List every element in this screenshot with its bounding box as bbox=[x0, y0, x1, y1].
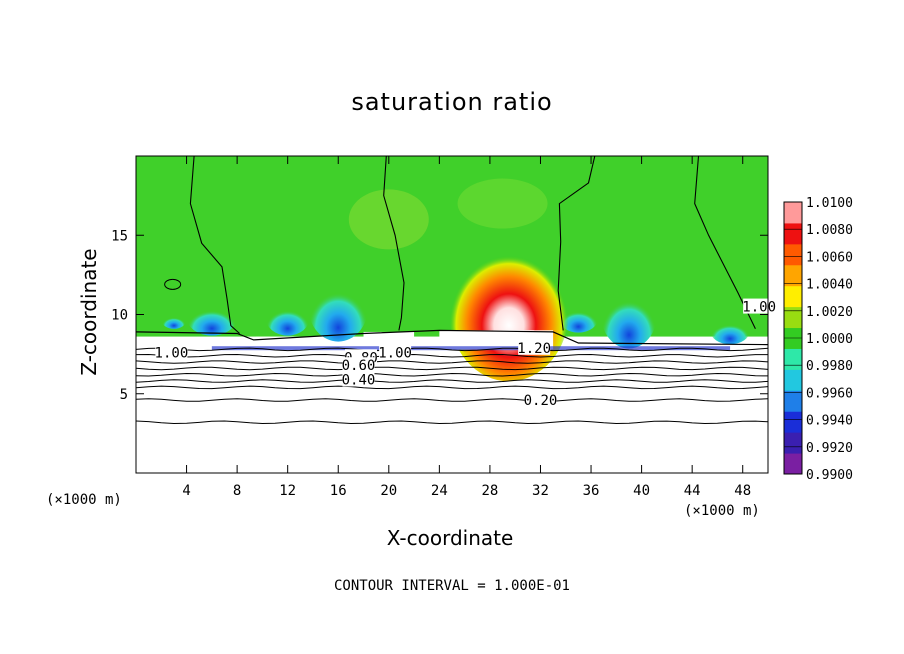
field-subsaturated-patch bbox=[161, 312, 186, 329]
colorbar-label: 1.0060 bbox=[806, 250, 853, 265]
colorbar: 1.0100 1.0080 1.0060 1.0040 1.0020 1.0000 0.99… bbox=[783, 196, 853, 483]
colorbar-segment bbox=[784, 222, 802, 245]
x-tick-label: 48 bbox=[734, 483, 751, 499]
contour-lines bbox=[135, 155, 769, 425]
contour-line-horizontal bbox=[135, 420, 769, 425]
x-tick-label: 36 bbox=[583, 483, 600, 499]
contour-label-bg bbox=[743, 298, 776, 314]
contour-line-horizontal bbox=[135, 353, 768, 358]
contour-line-closed bbox=[164, 278, 182, 290]
colorbar-segment bbox=[784, 390, 802, 412]
contour-label: 1.20 bbox=[517, 341, 551, 357]
x-tick-label: 44 bbox=[684, 483, 701, 499]
colorbar-label: 0.9900 bbox=[806, 468, 853, 483]
contour-line-vertical bbox=[383, 155, 405, 331]
y-tick-label: 10 bbox=[111, 308, 128, 324]
contour-line-horizontal bbox=[135, 347, 769, 352]
contour-label: 1.00 bbox=[378, 346, 412, 362]
x-tick-label: 12 bbox=[279, 483, 296, 499]
contour-line-horizontal bbox=[135, 379, 769, 383]
field-subsaturated-patch bbox=[186, 299, 237, 336]
field-supersaturated-core bbox=[448, 241, 569, 382]
contour-label: 1.00 bbox=[742, 300, 776, 316]
contour-label: 0.40 bbox=[342, 372, 376, 388]
y-tick-label: 5 bbox=[120, 387, 128, 403]
y-axis: 5 10 15 bbox=[111, 228, 768, 403]
field-subsaturated-patch bbox=[710, 316, 751, 345]
contour-line-vertical bbox=[189, 155, 240, 334]
contour-label-bg bbox=[155, 344, 188, 360]
x-axis-label: X-coordinate bbox=[386, 526, 514, 550]
contour-line-vertical bbox=[557, 155, 596, 331]
colorbar-label: 0.9920 bbox=[806, 441, 853, 456]
x-tick-label: 4 bbox=[182, 483, 190, 499]
colorbar-label: 1.0080 bbox=[806, 223, 853, 238]
colorbar-segment bbox=[784, 202, 802, 224]
contour-line-horizontal bbox=[135, 398, 769, 402]
x-tick-label: 32 bbox=[532, 483, 549, 499]
colorbar-label: 1.0100 bbox=[806, 196, 853, 211]
field-subsaturated-patch bbox=[308, 271, 369, 342]
field-lower bbox=[136, 336, 768, 473]
colorbar-segment bbox=[784, 411, 802, 433]
contour-line-horizontal bbox=[135, 372, 769, 377]
field-patch bbox=[348, 189, 429, 250]
contour-line-layer-top bbox=[135, 329, 769, 346]
colorbar-label: 1.0020 bbox=[806, 305, 853, 320]
x-tick-label: 40 bbox=[633, 483, 650, 499]
saturation-field bbox=[136, 156, 768, 473]
colorbar-segment bbox=[784, 432, 802, 454]
colorbar-segment bbox=[784, 264, 802, 287]
contour-label: 0.60 bbox=[342, 358, 376, 374]
field-edge-strip bbox=[211, 346, 731, 351]
y-tick-label: 15 bbox=[111, 228, 128, 244]
x-tick-label: 8 bbox=[233, 483, 241, 499]
x-axis-unit: (×1000 m) bbox=[684, 503, 760, 519]
contour-label: 1.00 bbox=[155, 346, 189, 362]
colorbar-label: 0.9980 bbox=[806, 359, 853, 374]
x-tick-label: 16 bbox=[330, 483, 347, 499]
contour-line-horizontal bbox=[135, 366, 769, 371]
contour-label-bg bbox=[518, 339, 551, 355]
x-axis: 4 8 12 16 20 24 28 32 36 40 44 48 bbox=[182, 156, 751, 499]
x-tick-label: 28 bbox=[481, 483, 498, 499]
contour-label-bg bbox=[342, 371, 375, 387]
contour-interval-note: CONTOUR INTERVAL = 1.000E-01 bbox=[333, 578, 570, 594]
contour-line-horizontal bbox=[135, 385, 769, 390]
contour-label-bg bbox=[524, 392, 557, 408]
field-subsaturated-patch bbox=[265, 299, 310, 336]
chart-title: saturation ratio bbox=[351, 88, 553, 116]
contour-line-horizontal bbox=[135, 360, 769, 364]
colorbar-label: 0.9940 bbox=[806, 414, 853, 429]
colorbar-segment bbox=[784, 348, 802, 370]
y-axis-label: Z-coordinate bbox=[77, 248, 101, 376]
contour-label-bg bbox=[379, 344, 412, 360]
colorbar-segment bbox=[784, 243, 802, 266]
field-subsaturated-patch bbox=[600, 280, 657, 349]
field-patch bbox=[457, 178, 548, 229]
colorbar-segment bbox=[784, 369, 802, 391]
contour-label-bg bbox=[342, 357, 375, 373]
x-tick-label: 24 bbox=[431, 483, 448, 499]
contour-labels: 1.001.001.001.200.800.600.400.20 bbox=[155, 298, 776, 409]
x-tick-label: 20 bbox=[380, 483, 397, 499]
colorbar-label: 1.0040 bbox=[806, 278, 853, 293]
colorbar-label: 0.9960 bbox=[806, 386, 853, 401]
y-axis-unit: (×1000 m) bbox=[46, 492, 122, 508]
colorbar-segment bbox=[784, 285, 802, 308]
colorbar-segment bbox=[784, 453, 802, 475]
colorbar-segment bbox=[784, 306, 802, 329]
colorbar-label: 1.0000 bbox=[806, 332, 853, 347]
contour-label: 0.20 bbox=[524, 393, 558, 409]
